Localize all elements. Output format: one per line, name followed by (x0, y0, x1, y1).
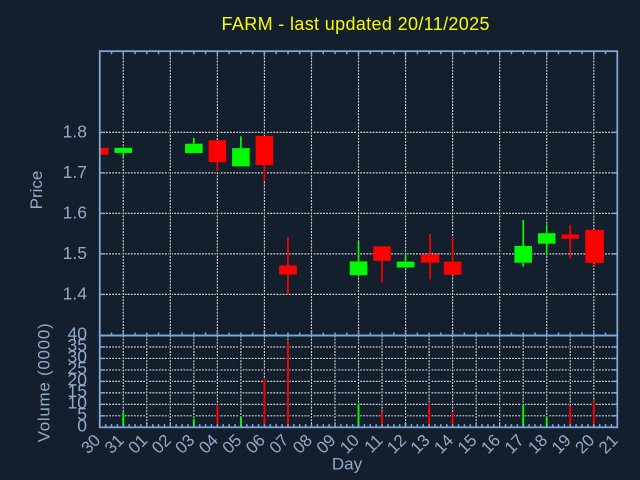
svg-text:FARM - last updated 20/11/2025: FARM - last updated 20/11/2025 (222, 14, 490, 34)
svg-text:30: 30 (68, 346, 88, 366)
svg-text:40: 40 (68, 324, 88, 344)
svg-text:1.7: 1.7 (63, 162, 87, 182)
svg-text:Volume (0000): Volume (0000) (35, 323, 54, 443)
svg-text:Day: Day (332, 454, 363, 473)
svg-text:1.5: 1.5 (63, 243, 87, 263)
svg-text:5: 5 (77, 404, 87, 424)
svg-text:10: 10 (68, 392, 88, 412)
svg-text:20: 20 (68, 369, 88, 389)
svg-text:1.8: 1.8 (63, 121, 87, 141)
svg-text:1.6: 1.6 (63, 202, 87, 222)
svg-text:35: 35 (68, 335, 87, 355)
svg-text:Price: Price (27, 171, 46, 210)
svg-text:0: 0 (77, 415, 87, 435)
svg-text:1.4: 1.4 (63, 283, 88, 303)
svg-text:25: 25 (68, 358, 87, 378)
svg-text:15: 15 (68, 381, 87, 401)
